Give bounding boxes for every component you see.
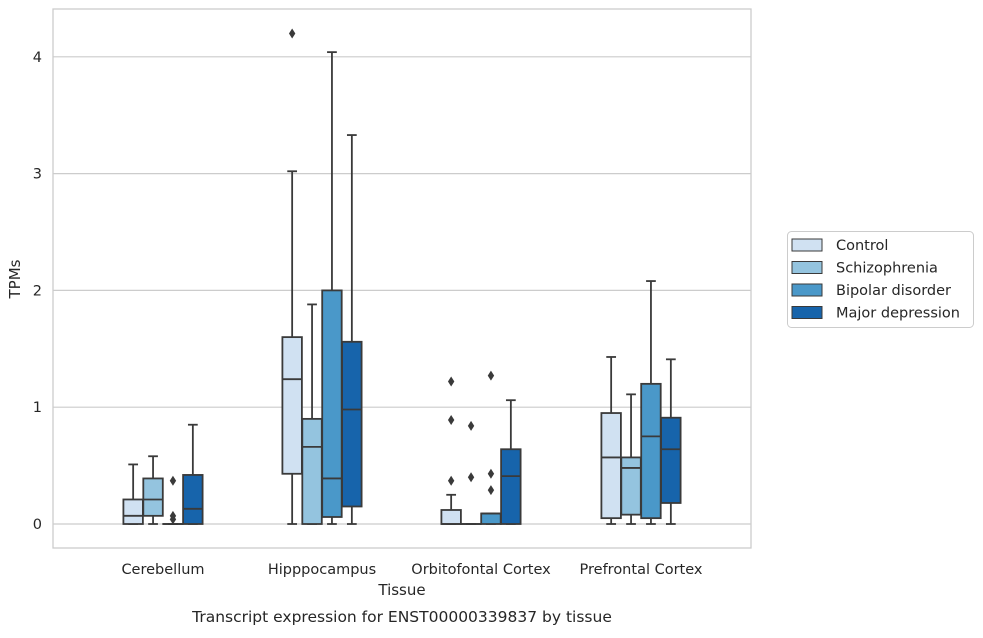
box-iqr [641, 384, 661, 518]
legend-swatch [792, 307, 822, 319]
box-iqr [501, 449, 520, 524]
legend-label: Bipolar disorder [836, 283, 951, 299]
legend-label: Major depression [836, 306, 960, 322]
x-tick-label: Orbitofontal Cortex [411, 562, 551, 578]
legend-label: Schizophrenia [836, 261, 938, 277]
y-tick-label: 1 [33, 400, 42, 416]
box-iqr [441, 510, 461, 524]
legend-label: Control [836, 238, 888, 254]
y-axis-label: TPMs [6, 259, 24, 299]
box-iqr [123, 499, 142, 524]
legend-swatch [792, 262, 822, 274]
y-tick-label: 0 [33, 517, 42, 533]
box-iqr [143, 478, 163, 515]
box-iqr [621, 457, 641, 514]
x-axis-label: Tissue [377, 581, 425, 599]
y-tick-label: 2 [33, 283, 42, 299]
x-tick-label: Prefrontal Cortex [580, 562, 703, 578]
box-iqr [282, 337, 302, 474]
box-iqr [481, 513, 501, 524]
box-iqr [661, 418, 681, 503]
legend-swatch [792, 284, 822, 296]
box-iqr [302, 419, 322, 524]
y-tick-label: 3 [33, 167, 42, 183]
x-tick-label: Cerebellum [121, 562, 204, 578]
box-iqr [601, 413, 621, 518]
legend: Control Schizophrenia Bipolar disorder Majo… [788, 232, 974, 328]
box-iqr [183, 475, 203, 524]
x-tick-label: Hipppocampus [268, 562, 376, 578]
box-iqr [342, 342, 362, 507]
box-iqr [322, 290, 342, 517]
legend-swatch [792, 239, 822, 251]
y-tick-label: 4 [33, 50, 42, 66]
chart-caption: Transcript expression for ENST0000033983… [191, 608, 612, 626]
